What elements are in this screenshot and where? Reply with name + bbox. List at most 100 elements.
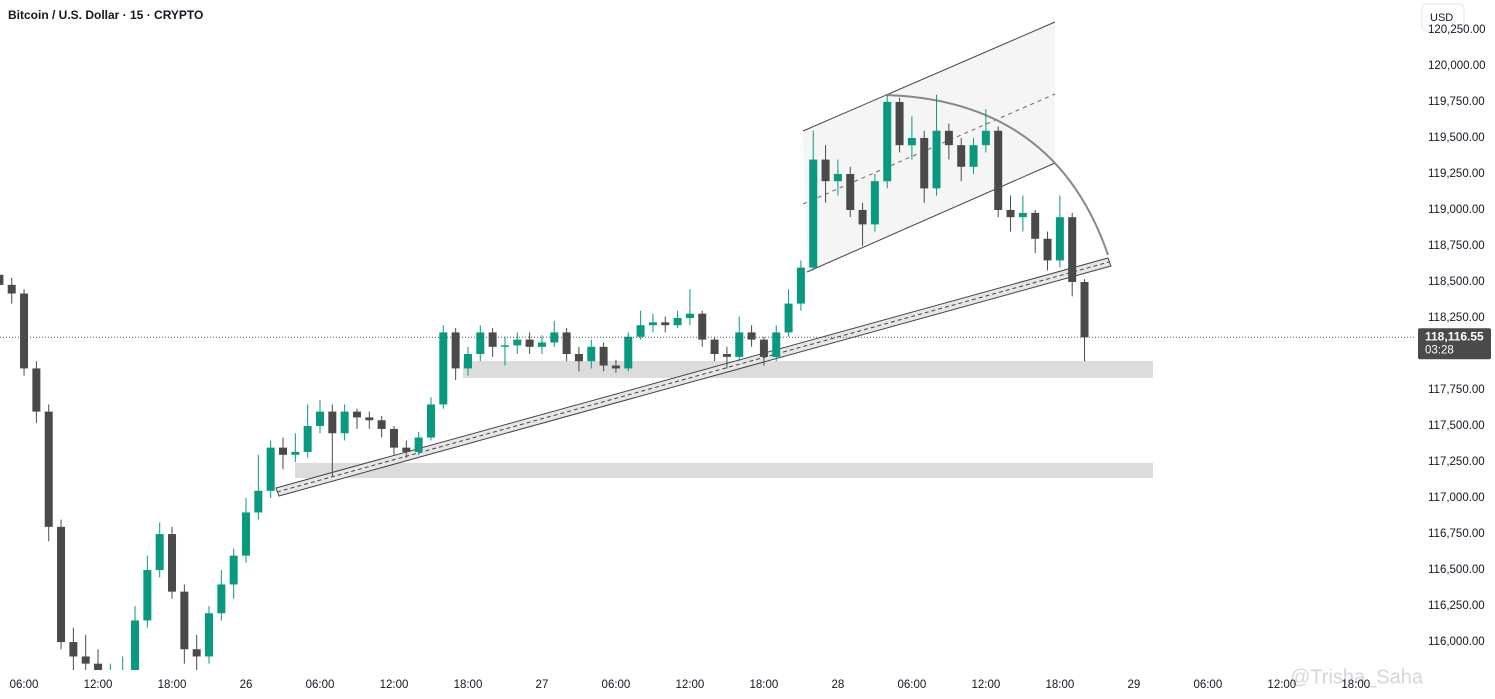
candle-body	[229, 555, 238, 585]
y-tick-label: 119,000.00	[1428, 204, 1485, 216]
candle-body	[57, 526, 66, 643]
candle-body	[500, 345, 509, 347]
candle-body	[969, 145, 978, 167]
candle-body	[279, 447, 287, 455]
candle-body	[907, 137, 916, 146]
candle-body	[44, 411, 53, 527]
candle-body	[1006, 209, 1015, 218]
candle-body	[599, 346, 608, 366]
candle-body	[846, 173, 855, 210]
drawings	[275, 21, 1153, 497]
candle-body	[525, 339, 534, 347]
candle-body	[685, 313, 694, 319]
candle-body	[266, 447, 275, 491]
candle-body	[562, 332, 571, 355]
candle-body	[352, 411, 361, 418]
currency-button[interactable]: USD	[1421, 3, 1465, 32]
x-tick-label: 06:00	[1193, 679, 1222, 691]
candle-body	[81, 656, 90, 664]
candle-body	[439, 332, 448, 405]
candle-body	[883, 101, 892, 182]
arc-curve	[884, 94, 1109, 256]
candle-body	[1031, 212, 1040, 239]
watermark: @Trisha_Saha	[1290, 666, 1424, 688]
candle-body	[303, 426, 312, 452]
candle-body	[796, 267, 805, 304]
x-tick-label: 18:00	[454, 679, 483, 691]
candle-body	[784, 303, 793, 333]
candle-body	[155, 534, 164, 571]
candle-body	[661, 322, 670, 326]
candle-body	[180, 591, 189, 650]
x-tick-label: 12:00	[971, 679, 1000, 691]
candle-body	[402, 447, 411, 452]
y-tick-label: 117,500.00	[1428, 420, 1485, 432]
x-tick-label: 12:00	[676, 679, 705, 691]
x-tick-label: 29	[1127, 679, 1140, 691]
candle-body	[20, 293, 29, 369]
last-price-box	[1418, 328, 1491, 360]
candle-body	[94, 663, 103, 670]
candle-body	[217, 584, 226, 614]
candles	[0, 94, 1089, 678]
candle-body	[710, 339, 719, 355]
candle-body	[994, 130, 1003, 210]
candle-body	[242, 512, 251, 556]
trendline-band	[275, 257, 1112, 497]
candle-body	[426, 404, 435, 438]
x-tick-label: 12:00	[380, 679, 409, 691]
candle-body	[747, 332, 756, 340]
candle-body	[648, 322, 657, 326]
x-tick-label: 27	[536, 679, 549, 691]
y-tick-label: 119,250.00	[1428, 168, 1485, 180]
x-tick-label: 18:00	[1341, 679, 1370, 691]
candle-body	[624, 336, 633, 369]
countdown: 03:28	[1425, 344, 1454, 356]
support-zone	[463, 361, 1153, 378]
chart-title: Bitcoin / U.S. Dollar · 15 · CRYPTO	[8, 8, 203, 22]
candle-body	[611, 365, 620, 369]
x-tick-label: 06:00	[602, 679, 631, 691]
candle-body	[1080, 281, 1089, 338]
candle-body	[328, 411, 337, 434]
y-tick-label: 116,250.00	[1428, 600, 1485, 612]
currency-button-box[interactable]	[1421, 3, 1465, 32]
candle-body	[833, 173, 842, 182]
trendline-midline	[276, 261, 1110, 493]
candle-body	[944, 130, 953, 146]
candle-body	[414, 437, 423, 452]
candle-body	[463, 354, 472, 369]
y-tick-label: 116,000.00	[1428, 636, 1485, 648]
candle-body	[821, 159, 830, 182]
candle-body	[143, 570, 152, 621]
candle-body	[673, 318, 682, 326]
last-price-label: 118,116.55	[1425, 329, 1484, 343]
y-tick-label: 118,500.00	[1428, 276, 1485, 288]
candle-body	[315, 411, 324, 427]
x-tick-label: 18:00	[158, 679, 187, 691]
candle-body	[340, 411, 349, 434]
channel-fill	[803, 22, 1055, 272]
candle-body	[32, 368, 41, 412]
candle-body	[809, 159, 818, 268]
channel-midline	[802, 93, 1056, 205]
candle-body	[587, 346, 596, 362]
candle-body	[1043, 238, 1052, 261]
x-tick-label: 06:00	[10, 679, 39, 691]
candle-body	[858, 209, 867, 225]
candle-body	[759, 339, 768, 357]
candle-body	[957, 145, 966, 167]
candle-body	[131, 620, 140, 670]
candle-body	[513, 339, 522, 346]
candle-body	[205, 613, 214, 657]
channel-line	[802, 21, 1056, 132]
candle-body	[735, 332, 744, 357]
channel-line	[806, 162, 1056, 273]
y-tick-label: 117,750.00	[1428, 384, 1485, 396]
x-tick-label: 12:00	[84, 679, 113, 691]
currency-button-label[interactable]: USD	[1430, 12, 1453, 24]
candle-body	[254, 490, 263, 513]
candle-body	[119, 671, 127, 678]
candle-body	[7, 284, 16, 294]
y-tick-label: 119,500.00	[1428, 132, 1485, 144]
